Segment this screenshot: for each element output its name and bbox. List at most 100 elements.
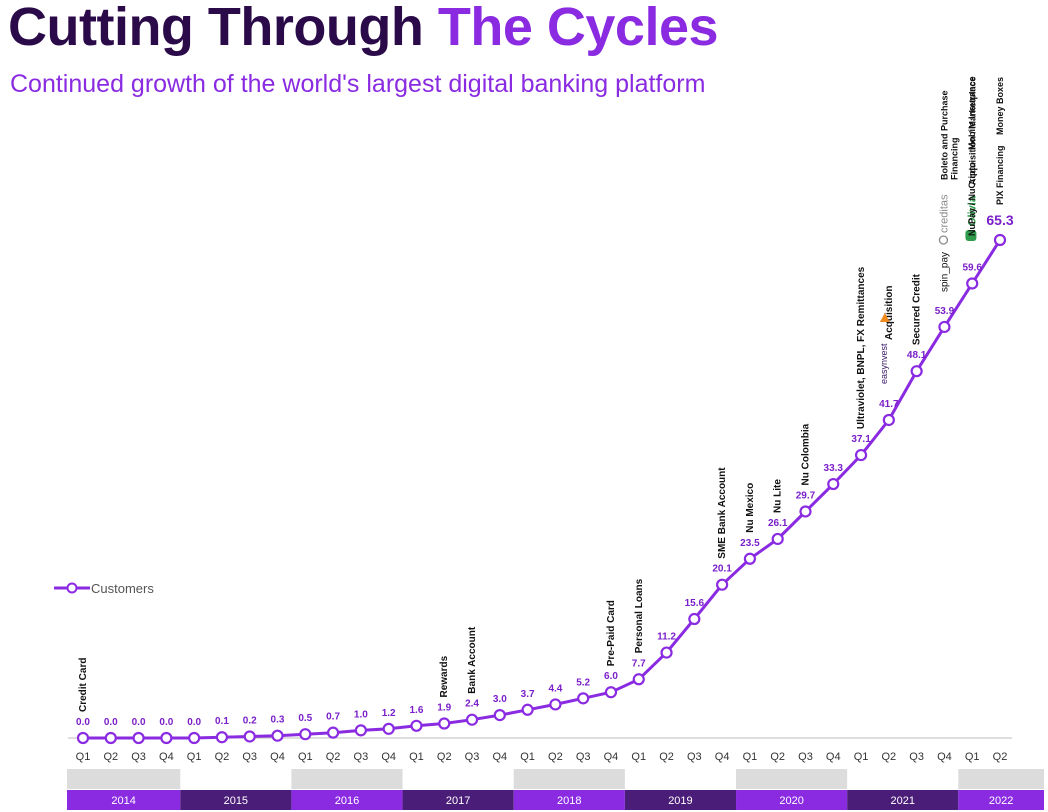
data-point bbox=[132, 731, 145, 745]
data-label: 0.0 bbox=[187, 717, 201, 728]
year-band bbox=[847, 790, 959, 810]
data-label: 65.3 bbox=[986, 212, 1013, 228]
year-label: 2014 bbox=[111, 795, 135, 807]
data-point bbox=[771, 532, 784, 546]
x-tick-label: Q1 bbox=[187, 751, 202, 763]
year-label: 2022 bbox=[989, 795, 1013, 807]
data-label: 41.7 bbox=[879, 399, 899, 410]
annotation-label: Ultraviolet, BNPL, FX Remittances bbox=[856, 266, 867, 429]
year-band bbox=[180, 790, 292, 810]
x-tick-label: Q3 bbox=[909, 751, 924, 763]
data-point bbox=[688, 612, 701, 626]
annotation-label: Rewards bbox=[439, 655, 450, 697]
x-tick-label: Q2 bbox=[437, 751, 452, 763]
x-tick-label: Q1 bbox=[520, 751, 535, 763]
x-tick-label: Q2 bbox=[103, 751, 118, 763]
year-band-gray bbox=[513, 769, 625, 789]
data-point bbox=[188, 731, 201, 745]
data-point bbox=[910, 365, 923, 378]
olivia-logo-text: Olivia bbox=[966, 195, 978, 226]
x-tick-label: Q4 bbox=[492, 751, 507, 763]
data-point bbox=[660, 646, 673, 659]
data-label: 3.0 bbox=[493, 694, 507, 705]
x-tick-label: Q2 bbox=[326, 751, 341, 763]
annotation-label: NuPay / NuCripto bbox=[967, 161, 977, 236]
year-label: 2017 bbox=[446, 795, 470, 807]
data-label: 37.1 bbox=[851, 434, 871, 445]
annotation-label: Credit Card bbox=[78, 658, 89, 712]
annotation-label: Secured Credit bbox=[912, 273, 923, 345]
year-label: 2016 bbox=[335, 795, 359, 807]
page-title: Cutting Through The Cycles bbox=[8, 0, 719, 58]
data-point bbox=[938, 320, 951, 334]
x-tick-label: Q3 bbox=[798, 751, 813, 763]
x-tick-label: Q3 bbox=[131, 751, 146, 763]
annotation-label: Nu Lite bbox=[773, 479, 784, 513]
x-tick-label: Q3 bbox=[242, 751, 257, 763]
x-tick-label: Q1 bbox=[854, 751, 869, 763]
x-tick-label: Q2 bbox=[548, 751, 563, 763]
data-label: 2.4 bbox=[465, 699, 479, 710]
x-tick-label: Q3 bbox=[465, 751, 480, 763]
data-point bbox=[966, 277, 979, 290]
annotation-label: SME Bank Account bbox=[717, 467, 728, 559]
annotation-label: Nu Colombia bbox=[800, 423, 811, 485]
data-point bbox=[604, 686, 618, 699]
annotation-label: Financing bbox=[949, 138, 959, 181]
data-point bbox=[882, 413, 895, 427]
title-part-dark: Cutting Through bbox=[8, 0, 424, 57]
annotation-label: Bank Account bbox=[467, 626, 478, 694]
legend-swatch-marker bbox=[66, 582, 78, 594]
data-label: 53.9 bbox=[935, 306, 955, 317]
data-label: 0.7 bbox=[326, 712, 340, 723]
data-point bbox=[827, 477, 840, 491]
annotation-label: Boleto and Purchase bbox=[939, 90, 949, 180]
annotation-label: Nu Mexico bbox=[745, 483, 756, 533]
data-point bbox=[854, 448, 868, 462]
year-label: 2018 bbox=[557, 795, 581, 807]
data-label: 29.7 bbox=[796, 490, 816, 501]
x-tick-label: Q1 bbox=[965, 751, 980, 763]
year-band-gray bbox=[958, 769, 1044, 789]
x-tick-label: Q1 bbox=[298, 751, 313, 763]
year-label: 2021 bbox=[891, 795, 915, 807]
x-tick-label: Q1 bbox=[743, 751, 758, 763]
data-point bbox=[354, 724, 367, 737]
data-label: 0.1 bbox=[215, 716, 229, 727]
x-tick-label: Q3 bbox=[576, 751, 591, 763]
x-tick-label: Q1 bbox=[631, 751, 646, 763]
data-label: 1.0 bbox=[354, 709, 368, 720]
data-point bbox=[799, 505, 812, 518]
data-point bbox=[215, 731, 229, 744]
data-label: 23.5 bbox=[740, 538, 760, 549]
data-point bbox=[410, 719, 423, 732]
x-tick-label: Q2 bbox=[882, 751, 897, 763]
data-label: 0.0 bbox=[104, 717, 118, 728]
annotation-label: Pre-Paid Card bbox=[606, 600, 617, 666]
data-point bbox=[743, 552, 757, 565]
annotation-label: Mobile Insurance bbox=[967, 76, 977, 150]
data-point bbox=[326, 726, 340, 739]
data-label: 20.1 bbox=[712, 564, 732, 575]
data-label: 1.2 bbox=[382, 708, 396, 719]
data-label: 26.1 bbox=[768, 518, 788, 529]
annotation-label: Personal Loans bbox=[634, 578, 645, 653]
data-label: 48.1 bbox=[907, 350, 927, 361]
data-point bbox=[993, 233, 1007, 247]
data-label: 3.7 bbox=[521, 689, 535, 700]
data-point bbox=[493, 709, 506, 722]
x-tick-label: Q4 bbox=[715, 751, 730, 763]
x-tick-label: Q1 bbox=[409, 751, 424, 763]
data-label: 4.4 bbox=[548, 683, 562, 694]
year-band bbox=[624, 790, 737, 810]
data-point bbox=[632, 673, 645, 686]
year-band bbox=[513, 790, 625, 810]
year-label: 2020 bbox=[779, 795, 803, 807]
data-point bbox=[716, 578, 729, 591]
year-band bbox=[402, 790, 514, 810]
x-tick-label: Q2 bbox=[659, 751, 674, 763]
spin-pay-logo-text: spin_pay bbox=[939, 252, 950, 292]
data-point bbox=[465, 713, 479, 726]
data-label: 5.2 bbox=[576, 677, 590, 688]
